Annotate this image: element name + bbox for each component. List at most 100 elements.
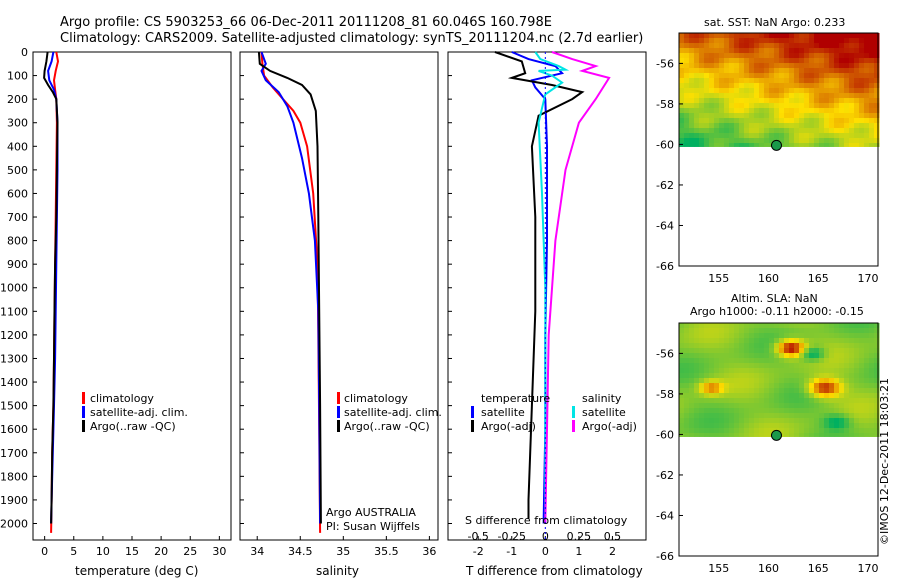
heatmap-cell <box>684 433 690 437</box>
heatmap-cell <box>699 38 705 44</box>
heatmap-cell <box>694 363 700 369</box>
heatmap-cell <box>814 73 820 79</box>
heatmap-cell <box>679 68 685 74</box>
heatmap-cell <box>759 108 765 114</box>
heatmap-cell <box>769 348 775 354</box>
heatmap-cell <box>699 138 705 144</box>
temperature-axes-frame <box>32 51 232 541</box>
heatmap-cell <box>849 413 855 419</box>
heatmap-cell <box>829 363 835 369</box>
heatmap-cell <box>729 103 735 109</box>
heatmap-cell <box>749 353 755 359</box>
heatmap-cell <box>724 433 730 437</box>
heatmap-cell <box>769 383 775 389</box>
heatmap-cell <box>769 123 775 129</box>
heatmap-cell <box>814 63 820 69</box>
heatmap-cell <box>874 88 880 94</box>
heatmap-cell <box>864 343 870 349</box>
heatmap-cell <box>829 118 835 124</box>
heatmap-cell <box>714 383 720 389</box>
heatmap-cell <box>784 368 790 374</box>
heatmap-cell <box>719 133 725 139</box>
heatmap-cell <box>854 103 860 109</box>
heatmap-cell <box>824 398 830 404</box>
heatmap-cell <box>814 143 820 147</box>
heatmap-cell <box>784 133 790 139</box>
heatmap-cell <box>864 428 870 434</box>
lat-tick-label: -62 <box>656 469 674 482</box>
heatmap-cell <box>819 33 825 39</box>
heatmap-cell <box>814 38 820 44</box>
heatmap-cell <box>824 348 830 354</box>
heatmap-cell <box>724 398 730 404</box>
heatmap-cell <box>769 63 775 69</box>
legend-t-argo: Argo(-adj) <box>481 420 536 433</box>
heatmap-cell <box>689 103 695 109</box>
heatmap-cell <box>829 403 835 409</box>
heatmap-cell <box>749 68 755 74</box>
heatmap-cell <box>724 348 730 354</box>
heatmap-cell <box>764 118 770 124</box>
heatmap-cell <box>839 113 845 119</box>
heatmap-cell <box>844 38 850 44</box>
heatmap-cell <box>709 383 715 389</box>
t-difference-xlabel: T difference from climatology <box>465 564 643 578</box>
heatmap-cell <box>759 348 765 354</box>
heatmap-cell <box>744 33 750 39</box>
heatmap-cell <box>764 73 770 79</box>
heatmap-cell <box>714 58 720 64</box>
heatmap-cell <box>834 88 840 94</box>
heatmap-cell <box>764 418 770 424</box>
heatmap-cell <box>814 358 820 364</box>
heatmap-cell <box>799 373 805 379</box>
heatmap-cell <box>829 393 835 399</box>
heatmap-cell <box>819 383 825 389</box>
heatmap-cell <box>704 68 710 74</box>
heatmap-cell <box>819 408 825 414</box>
heatmap-cell <box>689 113 695 119</box>
heatmap-cell <box>819 338 825 344</box>
heatmap-cell <box>684 363 690 369</box>
heatmap-cell <box>799 53 805 59</box>
heatmap-cell <box>784 353 790 359</box>
heatmap-cell <box>729 53 735 59</box>
heatmap-cell <box>784 73 790 79</box>
heatmap-cell <box>789 373 795 379</box>
lat-tick-label: -62 <box>656 179 674 192</box>
heatmap-cell <box>764 68 770 74</box>
heatmap-cell <box>719 373 725 379</box>
heatmap-cell <box>729 138 735 144</box>
heatmap-cell <box>704 103 710 109</box>
heatmap-cell <box>689 133 695 139</box>
heatmap-cell <box>684 83 690 89</box>
heatmap-cell <box>709 43 715 49</box>
heatmap-cell <box>739 408 745 414</box>
heatmap-cell <box>854 338 860 344</box>
heatmap-cell <box>704 43 710 49</box>
heatmap-cell <box>844 398 850 404</box>
heatmap-cell <box>689 58 695 64</box>
heatmap-cell <box>769 118 775 124</box>
heatmap-cell <box>709 398 715 404</box>
heatmap-cell <box>754 333 760 339</box>
heatmap-cell <box>739 363 745 369</box>
heatmap-cell <box>764 43 770 49</box>
x-tick-label: 34 <box>250 545 264 558</box>
heatmap-cell <box>689 68 695 74</box>
heatmap-cell <box>764 133 770 139</box>
heatmap-cell <box>689 73 695 79</box>
heatmap-cell <box>824 123 830 129</box>
heatmap-cell <box>684 423 690 429</box>
heatmap-cell <box>834 338 840 344</box>
heatmap-cell <box>744 348 750 354</box>
heatmap-cell <box>709 408 715 414</box>
heatmap-cell <box>874 343 880 349</box>
heatmap-cell <box>784 378 790 384</box>
heatmap-cell <box>854 388 860 394</box>
lat-tick-label: -64 <box>656 219 674 232</box>
heatmap-cell <box>684 408 690 414</box>
heatmap-cell <box>839 338 845 344</box>
heatmap-cell <box>684 418 690 424</box>
heatmap-cell <box>694 143 700 147</box>
heatmap-cell <box>764 423 770 429</box>
